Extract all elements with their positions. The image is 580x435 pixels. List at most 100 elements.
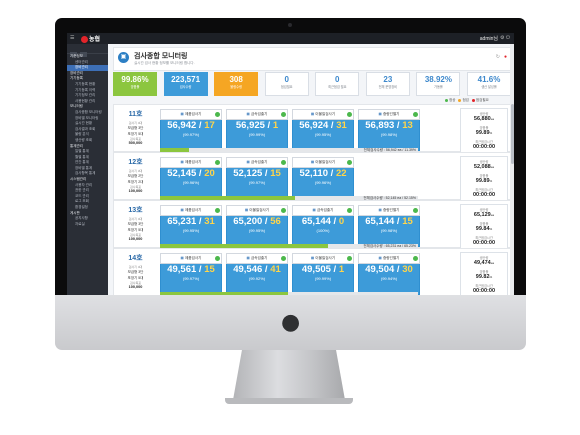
device-name: 제품검사기	[184, 112, 202, 116]
device-card[interactable]: ▦금속검출기 52,125 / 15 (99.97%)	[226, 157, 288, 199]
line-name[interactable]: 11호	[128, 111, 143, 118]
sidebar-item[interactable]: 검사종합 모니터링	[75, 109, 102, 114]
kpi-card[interactable]: 41.6% 생산 달성률	[467, 72, 511, 96]
device-card[interactable]: ▦이물질검사기 49,505 / 1 (99.99%)	[292, 253, 354, 295]
inspected-count: 56,942	[167, 120, 197, 131]
sidebar-item[interactable]: 기기정보 관리	[75, 93, 96, 98]
kpi-label: 전체 운영장비	[378, 85, 398, 89]
sidebar-item[interactable]: 일별 통계	[75, 149, 89, 154]
line-stats: 생산량 49,474ea 양품률 99.82% 최근점검시간 00:00:00	[460, 252, 508, 295]
sidebar-group[interactable]: 통계관리	[70, 143, 83, 148]
sidebar-item[interactable]: 기기등록 현황	[75, 81, 96, 86]
status-dot-icon	[347, 256, 352, 261]
sidebar-item[interactable]: 불량 분석	[75, 132, 89, 137]
sidebar-item[interactable]: 월별 통계	[75, 154, 89, 159]
stat-number: 00:00:00	[472, 144, 496, 150]
device-card[interactable]: ▦금속검출기 56,925 / 1 (99.99%)	[226, 109, 288, 151]
device-name: 금속검출기	[316, 208, 334, 212]
device-card[interactable]: ▦제품검사기 56,942 / 17 (99.97%)	[160, 109, 222, 151]
sidebar-item[interactable]: 검사항목 통계	[75, 171, 96, 176]
sidebar-item[interactable]: 공지사항	[75, 216, 88, 221]
sidebar-item[interactable]: 실시간 현황	[75, 121, 93, 126]
device-icon: ▦	[246, 160, 250, 164]
status-dot-icon	[413, 112, 418, 117]
device-card[interactable]: ▦중량선별기 49,504 / 30 (99.94%)	[358, 253, 420, 295]
device-card[interactable]: ▦금속검출기 65,144 / 0 (100%)	[292, 205, 354, 247]
kpi-card[interactable]: 0 최근점검 필요	[315, 72, 360, 96]
sidebar-group[interactable]: 기기등록	[70, 76, 83, 81]
sidebar-group[interactable]: 시스템관리	[70, 177, 87, 182]
sidebar-group[interactable]: 장비관리	[70, 70, 83, 75]
device-name: 제품검사기	[184, 160, 202, 164]
device-count: 56,925 / 1	[235, 120, 279, 131]
device-card[interactable]: ▦중량선별기 56,893 / 13 (99.98%)	[358, 109, 420, 151]
device-card[interactable]: ▦이물질검사기 56,924 / 31 (99.95%)	[292, 109, 354, 151]
sidebar-item[interactable]: 환경설정	[75, 205, 88, 210]
status-dot-icon	[281, 160, 286, 165]
sidebar-item[interactable]: 장비별 모니터링	[75, 115, 99, 120]
close-icon[interactable]: ●	[503, 54, 507, 60]
device-icon: ▦	[180, 256, 184, 260]
settings-icon[interactable]: ⚙	[500, 35, 505, 41]
progress-text: 전체검사수량 : 56,942 ea / 11.39%	[363, 148, 416, 152]
line-name[interactable]: 14호	[128, 255, 143, 262]
kpi-card[interactable]: 38.92% 가동률	[416, 72, 461, 96]
defect-count: 13	[402, 120, 413, 131]
line-desc: 보급형 2단	[127, 174, 144, 178]
kpi-card[interactable]: 308 불량수량	[214, 72, 259, 96]
sidebar-item[interactable]: 장비관리	[67, 65, 108, 71]
sidebar-item[interactable]: 검사결과 조회	[75, 126, 96, 131]
sidebar-item[interactable]: 연간 통계	[75, 160, 89, 165]
device-name: 제품검사기	[184, 256, 202, 260]
device-card[interactable]: ▦금속검출기 49,546 / 41 (99.92%)	[226, 253, 288, 295]
sidebar-item[interactable]: 로그 조회	[75, 199, 89, 204]
device-name: 중량선별기	[382, 112, 400, 116]
device-card[interactable]: ▦제품검사기 49,561 / 15 (99.97%)	[160, 253, 222, 295]
legend-label: 점검	[462, 98, 469, 102]
progress-text: 전체검사수량 : 65,231 ea / 65.23%	[363, 244, 416, 248]
monitor-chin: ●	[55, 295, 526, 350]
sidebar-item[interactable]: 자료실	[75, 221, 85, 226]
line-name[interactable]: 13호	[128, 207, 143, 214]
device-card-header: ▦이물질검사기	[292, 109, 354, 120]
line-name[interactable]: 12호	[128, 159, 143, 166]
device-card-body: 49,505 / 1 (99.99%)	[292, 264, 354, 295]
device-card[interactable]: ▦제품검사기 52,145 / 20 (99.96%)	[160, 157, 222, 199]
device-card[interactable]: ▦중량선별기 65,144 / 15 (99.98%)	[358, 205, 420, 247]
yield-percent: (99.97%)	[248, 180, 266, 185]
line-target-label: 검사목표	[129, 185, 142, 190]
sidebar-item[interactable]: 사용현황 관리	[75, 98, 96, 103]
refresh-icon[interactable]: ↻	[495, 54, 500, 60]
device-card[interactable]: ▦이물질검사기 52,110 / 22 (99.96%)	[292, 157, 354, 199]
sidebar-item[interactable]: 권한 관리	[75, 188, 89, 193]
sidebar-item[interactable]: 사용자 관리	[75, 182, 93, 187]
logout-icon[interactable]: ⏻	[506, 35, 510, 41]
yield-percent: (100%)	[316, 228, 330, 233]
kpi-card[interactable]: 99.86% 양품률	[113, 72, 157, 96]
sidebar-item[interactable]: 센터관리	[75, 59, 88, 64]
sidebar-group[interactable]: 게시판	[70, 210, 80, 215]
kpi-card[interactable]: 0 점검필요	[264, 72, 309, 96]
sidebar-expand-button[interactable]	[70, 52, 77, 57]
kpi-card[interactable]: 23 전체 운영장비	[365, 72, 410, 96]
inspected-count: 49,504	[365, 264, 395, 275]
sidebar-item[interactable]: 장비별 통계	[75, 165, 93, 170]
sidebar-group[interactable]: 기준정보	[70, 54, 83, 58]
line-target-label: 검사목표	[129, 233, 142, 238]
menu-icon[interactable]: ☰	[70, 35, 75, 41]
user-name[interactable]: admin님	[479, 36, 498, 42]
device-name: 이물질검사기	[315, 160, 336, 164]
scrollbar-thumb[interactable]	[510, 104, 514, 164]
line-desc: 보급형 3단	[127, 222, 144, 226]
brand-logo[interactable]: 농협	[81, 34, 100, 43]
sidebar-collapse-button[interactable]	[80, 52, 87, 57]
sidebar-item[interactable]: 생산량 조회	[75, 137, 93, 142]
sidebar-group[interactable]: 모니터링	[70, 104, 83, 109]
kpi-card[interactable]: 223,571 검사수량	[163, 72, 208, 96]
device-card[interactable]: ▦이물질검사기 65,200 / 56 (99.95%)	[226, 205, 288, 247]
sidebar-item[interactable]: 코드 관리	[75, 193, 89, 198]
sidebar-item[interactable]: 기기등록 이력	[75, 87, 96, 92]
progress-bar: 전체검사수량 : 56,942 ea / 11.39%	[160, 148, 418, 153]
device-card[interactable]: ▦제품검사기 65,231 / 31 (99.95%)	[160, 205, 222, 247]
scrollbar[interactable]	[510, 44, 514, 295]
